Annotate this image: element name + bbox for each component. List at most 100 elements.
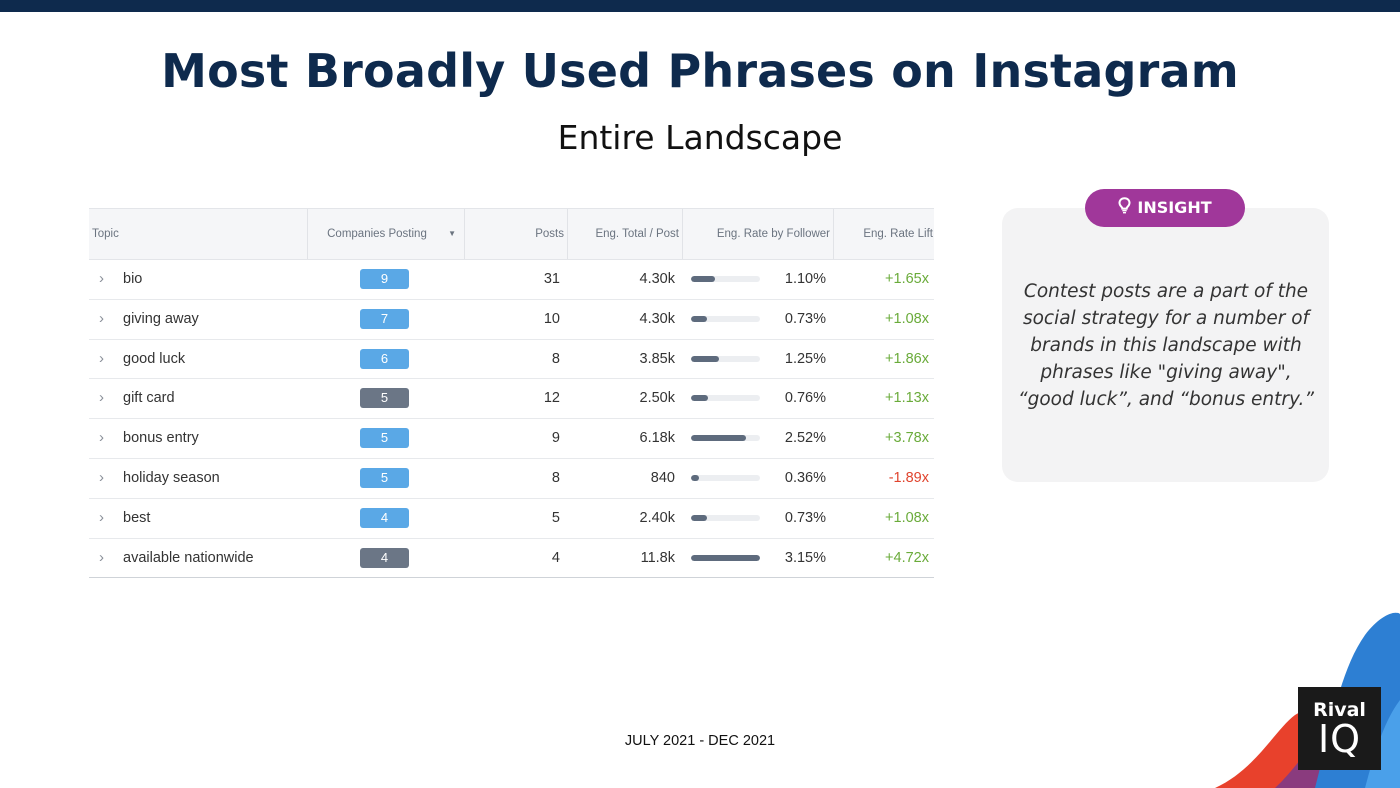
eng-rate-lift: +4.72x (885, 549, 929, 566)
table-row[interactable]: › available nationwide 4 4 11.8k 3.15% +4.72x (89, 539, 934, 579)
posts-count: 8 (551, 469, 560, 486)
eng-rate-bar (691, 355, 760, 362)
column-header-eng-rate[interactable]: Eng. Rate by Follower (682, 209, 833, 259)
companies-posting-badge: 7 (360, 308, 409, 329)
companies-posting-badge: 4 (360, 547, 409, 568)
eng-rate-by-follower: 0.73% (784, 509, 826, 526)
eng-rate-by-follower: 0.36% (784, 469, 826, 486)
page-subtitle: Entire Landscape (557, 118, 843, 157)
page-title: Most Broadly Used Phrases on Instagram (161, 44, 1239, 98)
eng-total-per-post: 4.30k (639, 310, 675, 327)
column-header-topic[interactable]: Topic (92, 228, 119, 240)
posts-count: 12 (543, 390, 560, 407)
topic-name: giving away (123, 310, 199, 327)
eng-rate-lift: +1.86x (885, 350, 929, 367)
lightbulb-icon (1118, 190, 1131, 228)
posts-count: 8 (551, 350, 560, 367)
companies-posting-badge: 5 (360, 467, 409, 488)
table-row[interactable]: › best 4 5 2.40k 0.73% +1.08x (89, 499, 934, 539)
topic-name: available nationwide (123, 549, 254, 566)
insight-badge: INSIGHT (1085, 189, 1245, 227)
eng-rate-by-follower: 2.52% (784, 430, 826, 447)
table-row[interactable]: › gift card 5 12 2.50k 0.76% +1.13x (89, 379, 934, 420)
insight-text: Contest posts are a part of the social s… (1018, 281, 1314, 410)
insight-card (1002, 208, 1329, 482)
eng-rate-lift: +1.65x (885, 271, 929, 287)
date-range: JULY 2021 - DEC 2021 (624, 733, 776, 749)
eng-rate-lift: +1.08x (885, 509, 929, 526)
eng-rate-bar (691, 474, 760, 481)
eng-rate-bar-fill (691, 435, 747, 442)
table-row[interactable]: › bio 9 31 4.30k 1.10% +1.65x (89, 260, 934, 300)
topic-name: holiday season (123, 469, 220, 486)
eng-rate-bar-fill (691, 514, 707, 521)
table-body: › bio 9 31 4.30k 1.10% +1.65x › giving away 7 10 4.… (89, 260, 934, 579)
eng-total-per-post: 11.8k (640, 549, 675, 566)
eng-total-per-post: 3.85k (639, 350, 675, 367)
eng-rate-bar-fill (691, 315, 707, 322)
chevron-right-icon[interactable]: › (99, 468, 104, 486)
eng-rate-bar (691, 514, 760, 521)
rival-iq-logo: Rival IQ (1298, 687, 1381, 770)
top-accent-bar (0, 0, 1400, 12)
table-row[interactable]: › bonus entry 5 9 6.18k 2.52% +3.78x (89, 419, 934, 459)
posts-count: 5 (551, 509, 560, 526)
companies-posting-badge: 6 (360, 348, 409, 369)
table-row[interactable]: › good luck 6 8 3.85k 1.25% +1.86x (89, 340, 934, 380)
eng-total-per-post: 4.30k (639, 271, 675, 287)
eng-rate-lift: +1.13x (885, 390, 929, 407)
eng-total-per-post: 6.18k (639, 430, 675, 447)
companies-posting-badge: 9 (360, 269, 409, 289)
eng-total-per-post: 2.50k (639, 390, 675, 407)
column-header-companies-posting[interactable]: Companies Posting ▼ (307, 209, 464, 259)
chevron-right-icon[interactable]: › (99, 270, 104, 287)
column-header-eng-rate-lift[interactable]: Eng. Rate Lift (833, 209, 934, 259)
eng-rate-lift: +3.78x (885, 430, 929, 447)
eng-rate-bar-fill (691, 355, 719, 362)
chevron-right-icon[interactable]: › (99, 429, 104, 447)
posts-count: 31 (543, 271, 560, 287)
logo-text-iq: IQ (1317, 717, 1362, 761)
eng-rate-lift: -1.89x (888, 469, 929, 486)
eng-rate-by-follower: 0.73% (784, 310, 826, 327)
eng-total-per-post: 2.40k (639, 509, 675, 526)
table-row[interactable]: › holiday season 5 8 840 0.36% -1.89x (89, 459, 934, 499)
posts-count: 9 (551, 430, 560, 447)
chevron-right-icon[interactable]: › (99, 548, 104, 566)
eng-rate-by-follower: 0.76% (784, 390, 826, 407)
eng-rate-bar (691, 395, 760, 402)
posts-count: 4 (551, 549, 560, 566)
posts-count: 10 (543, 310, 560, 327)
table-header: Topic Companies Posting ▼ Posts Eng. Tot… (89, 208, 934, 260)
insight-label: INSIGHT (1137, 198, 1212, 217)
chevron-right-icon[interactable]: › (99, 508, 104, 526)
phrases-table: Topic Companies Posting ▼ Posts Eng. Tot… (89, 208, 934, 579)
chevron-right-icon[interactable]: › (99, 349, 104, 367)
eng-rate-bar-fill (691, 554, 760, 561)
topic-name: good luck (123, 350, 186, 367)
topic-name: bonus entry (123, 430, 199, 447)
column-header-posts[interactable]: Posts (464, 209, 567, 259)
companies-posting-badge: 5 (360, 428, 409, 449)
eng-rate-lift: +1.08x (885, 310, 929, 327)
eng-rate-bar (691, 276, 760, 282)
companies-posting-badge: 5 (360, 388, 409, 409)
eng-rate-by-follower: 1.25% (784, 350, 826, 367)
logo-text-rival: Rival (1313, 699, 1366, 721)
eng-rate-bar (691, 435, 760, 442)
topic-name: best (123, 509, 151, 526)
column-header-eng-total[interactable]: Eng. Total / Post (567, 209, 682, 259)
sort-desc-icon[interactable]: ▼ (448, 229, 456, 238)
chevron-right-icon[interactable]: › (99, 389, 104, 407)
eng-rate-by-follower: 1.10% (784, 271, 826, 287)
table-row[interactable]: › giving away 7 10 4.30k 0.73% +1.08x (89, 300, 934, 340)
companies-posting-badge: 4 (360, 507, 409, 528)
column-header-label: Companies Posting (327, 228, 427, 240)
chevron-right-icon[interactable]: › (99, 309, 104, 327)
eng-rate-bar-fill (691, 395, 708, 402)
eng-rate-bar-fill (691, 474, 699, 481)
eng-total-per-post: 840 (650, 469, 675, 486)
topic-name: gift card (123, 390, 175, 407)
eng-rate-bar-fill (691, 276, 716, 282)
eng-rate-bar (691, 315, 760, 322)
